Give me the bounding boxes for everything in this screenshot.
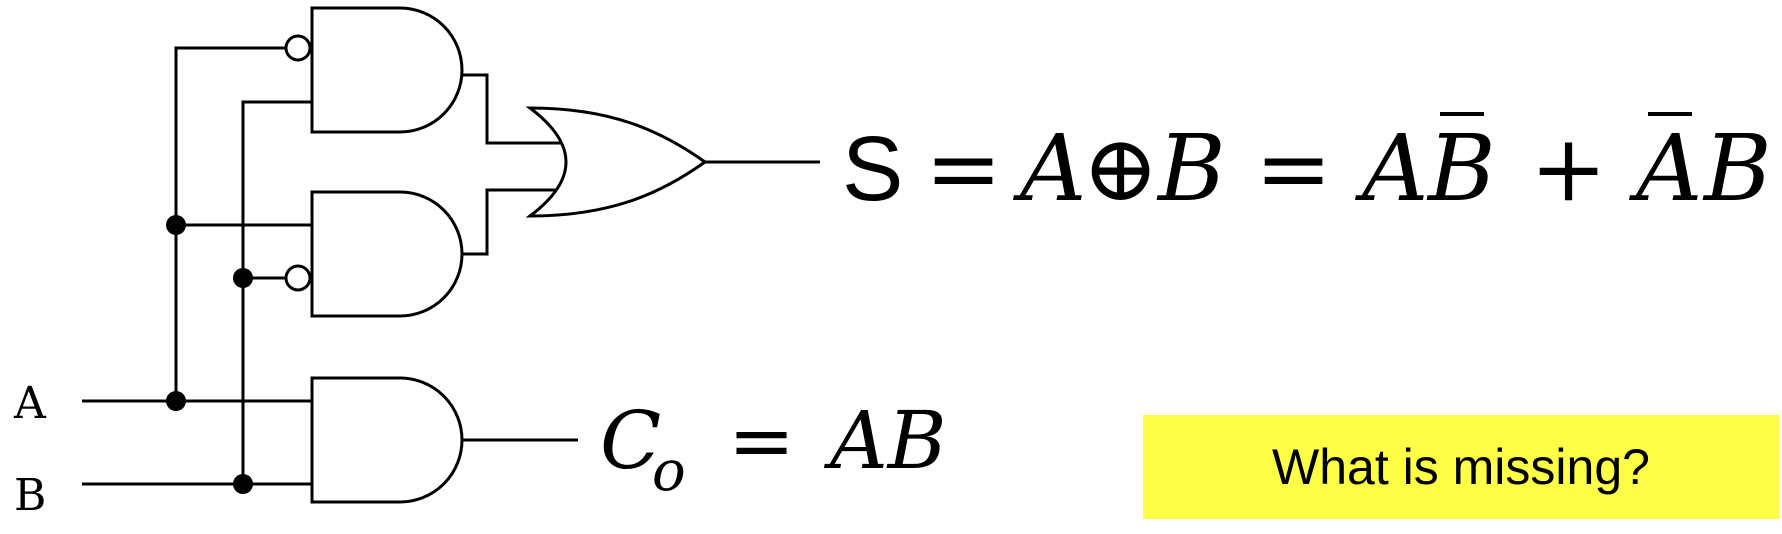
- carry-symbol: C: [600, 394, 661, 487]
- carry-equals: =: [728, 394, 795, 487]
- sum-equals-1: =: [925, 115, 1002, 222]
- term2-a: A: [1628, 115, 1702, 222]
- or-gate-icon: [525, 106, 708, 218]
- carry-rhs: AB: [823, 394, 947, 487]
- sum-lhs: S: [842, 118, 903, 220]
- xor-right-b: B: [1156, 115, 1226, 222]
- carry-equation: C o = AB: [600, 394, 947, 504]
- xor-left-a: A: [1012, 115, 1086, 222]
- and-gate-icon: [310, 190, 464, 318]
- input-label-a: A: [13, 378, 47, 429]
- wire-b-bus: [241, 100, 312, 484]
- and-gate-icon: [310, 6, 464, 134]
- sum-equals-2: =: [1255, 115, 1332, 222]
- term2-b: B: [1702, 115, 1772, 222]
- wire-a-bus: [174, 46, 285, 401]
- carry-subscript: o: [652, 439, 686, 504]
- inverter-bubble-icon: [284, 34, 312, 62]
- junction-dot-icon: [233, 474, 253, 494]
- and-gate-icon: [310, 376, 464, 504]
- overline-bar: [1440, 112, 1484, 116]
- sum-equation: S = A ⊕ B = A B + A B: [842, 112, 1772, 222]
- wire-gate1-to-or: [462, 73, 565, 145]
- junction-dot-icon: [166, 391, 186, 411]
- overline-bar: [1648, 112, 1692, 116]
- junction-dot-icon: [233, 268, 253, 288]
- wire-gate2-to-or: [462, 188, 565, 256]
- inverter-bubble-icon: [284, 264, 312, 292]
- junction-dot-icon: [166, 215, 186, 235]
- term1-a: A: [1354, 115, 1428, 222]
- question-callout: What is missing?: [1143, 415, 1779, 519]
- term1-b: B: [1426, 115, 1496, 222]
- xor-symbol: ⊕: [1082, 115, 1159, 222]
- input-label-b: B: [14, 470, 46, 521]
- sum-plus: +: [1530, 115, 1607, 222]
